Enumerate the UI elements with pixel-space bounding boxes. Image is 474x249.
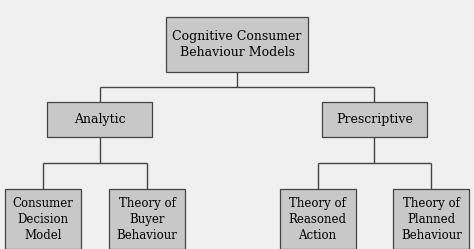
FancyBboxPatch shape [166, 17, 308, 72]
FancyBboxPatch shape [393, 189, 469, 249]
Text: Prescriptive: Prescriptive [336, 113, 413, 126]
Text: Analytic: Analytic [74, 113, 125, 126]
Text: Consumer
Decision
Model: Consumer Decision Model [12, 197, 73, 242]
Text: Theory of
Reasoned
Action: Theory of Reasoned Action [289, 197, 346, 242]
Text: Theory of
Buyer
Behaviour: Theory of Buyer Behaviour [117, 197, 177, 242]
FancyBboxPatch shape [322, 102, 427, 137]
Text: Cognitive Consumer
Behaviour Models: Cognitive Consumer Behaviour Models [173, 30, 301, 59]
FancyBboxPatch shape [109, 189, 185, 249]
FancyBboxPatch shape [5, 189, 81, 249]
FancyBboxPatch shape [280, 189, 356, 249]
FancyBboxPatch shape [47, 102, 152, 137]
Text: Theory of
Planned
Behaviour: Theory of Planned Behaviour [401, 197, 462, 242]
